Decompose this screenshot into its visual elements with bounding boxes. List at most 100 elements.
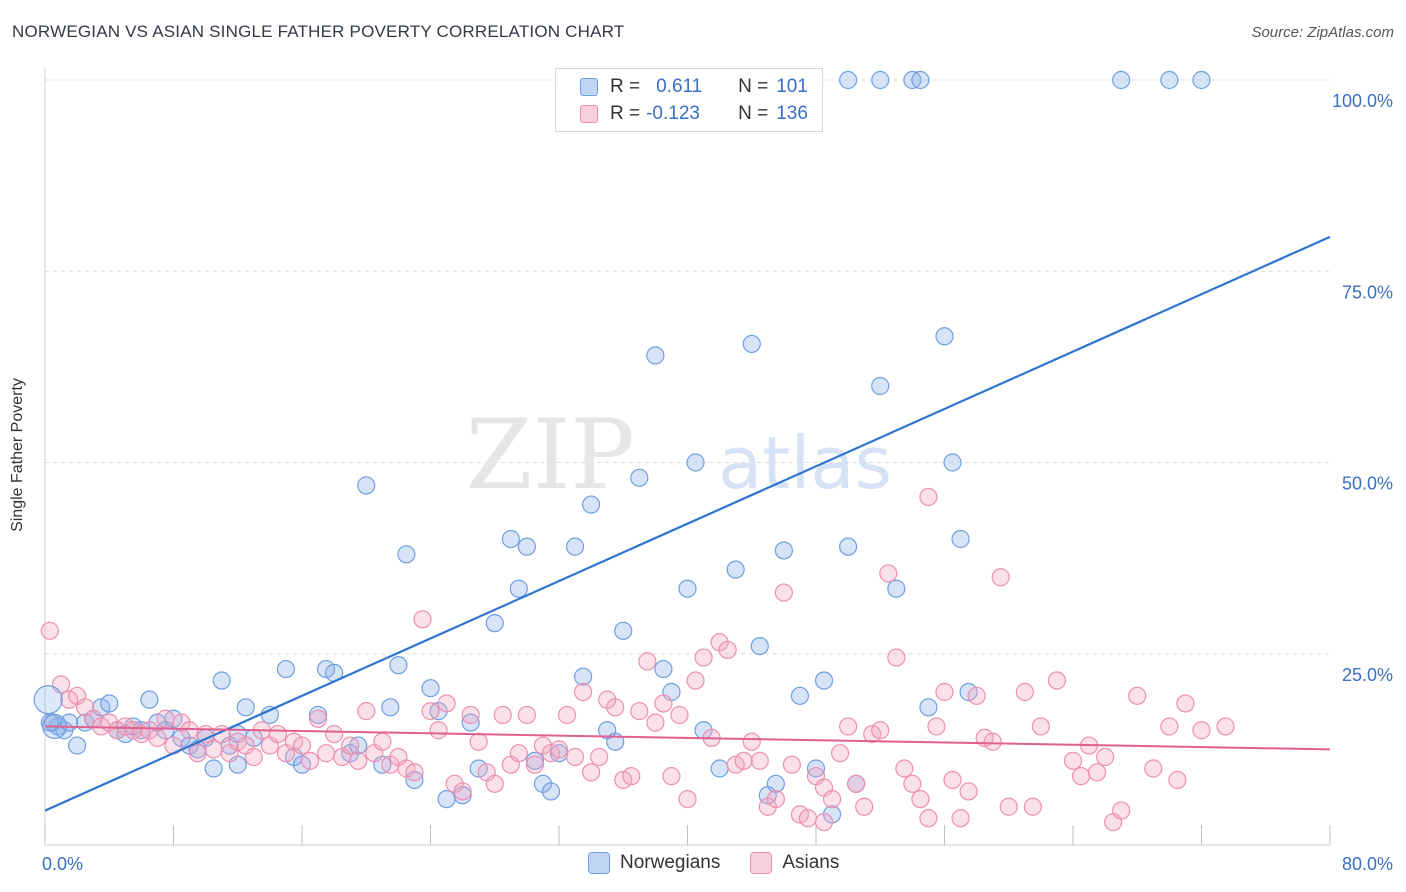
point-asians (814, 812, 834, 832)
correlation-legend: R = 0.611 N = 101 R = -0.123 N = 136 (555, 68, 823, 132)
legend-swatch-asians (580, 105, 598, 123)
point-norwegians (437, 789, 456, 809)
legend-r-value: -0.123 (646, 103, 700, 124)
point-norwegians (806, 759, 826, 778)
point-norwegians (212, 671, 231, 690)
trend-line-norwegians (44, 235, 1331, 812)
point-asians (871, 721, 890, 740)
point-norwegians (935, 327, 954, 346)
point-norwegians (614, 621, 633, 640)
point-asians (180, 721, 199, 740)
point-asians (1176, 694, 1195, 713)
point-asians (244, 747, 263, 767)
point-norwegians (742, 334, 761, 354)
point-norwegians (871, 376, 890, 396)
y-tick-label: 25.0% (1342, 665, 1393, 685)
point-norwegians (911, 70, 930, 90)
point-norwegians (1192, 70, 1211, 90)
point-asians (839, 717, 858, 736)
point-asians (557, 705, 577, 725)
legend-n-value: 136 (776, 103, 808, 124)
point-asians (606, 698, 625, 717)
point-norwegians (276, 659, 296, 679)
point-asians (1063, 751, 1083, 770)
point-asians (830, 744, 850, 763)
point-asians (774, 583, 793, 602)
point-norwegians (236, 698, 255, 717)
point-asians (469, 732, 488, 751)
point-asians (582, 763, 601, 782)
point-asians (895, 759, 914, 778)
point-asians (1128, 686, 1147, 705)
point-asians (1160, 717, 1179, 736)
point-asians (300, 751, 320, 770)
point-norwegians (100, 694, 119, 713)
point-asians (509, 744, 528, 763)
point-asians (654, 694, 673, 713)
point-asians (1144, 759, 1163, 778)
point-asians (1087, 763, 1107, 782)
point-asians (517, 705, 536, 725)
legend-r-label: R = (610, 103, 641, 124)
point-asians (959, 782, 978, 801)
point-norwegians (887, 579, 906, 598)
point-norwegians (573, 667, 593, 686)
point-norwegians (501, 529, 520, 549)
point-norwegians (33, 685, 63, 715)
point-asians (782, 755, 802, 774)
point-asians (847, 774, 866, 793)
point-asians (766, 789, 785, 809)
point-norwegians (389, 656, 408, 675)
point-norwegians (710, 759, 729, 778)
point-asians (734, 751, 753, 770)
point-asians (1168, 770, 1187, 790)
point-asians (341, 736, 360, 755)
point-asians (943, 770, 962, 790)
point-asians (798, 809, 818, 828)
point-asians (204, 740, 223, 759)
x-tick-label-min: 0.0% (42, 854, 83, 874)
legend-row-asians: R = -0.123 N = 136 (580, 102, 808, 126)
point-norwegians (357, 476, 376, 495)
point-norwegians (943, 453, 962, 472)
point-asians (485, 774, 504, 793)
watermark: ZIP atlas (466, 399, 892, 511)
source-label: Source: ZipAtlas.com (1251, 24, 1394, 41)
point-norwegians (204, 759, 223, 778)
point-norwegians (766, 774, 785, 793)
point-asians (983, 732, 1002, 751)
legend-r-value: 0.611 (656, 76, 703, 97)
grid-lines (45, 79, 1330, 655)
point-asians (461, 705, 480, 725)
point-asians (1031, 717, 1050, 736)
point-asians (429, 721, 448, 740)
point-asians (622, 767, 641, 786)
point-norwegians (839, 70, 858, 90)
y-tick-label: 100.0% (1332, 91, 1393, 111)
point-norwegians (1112, 70, 1131, 90)
point-asians (437, 694, 456, 713)
point-asians (855, 797, 874, 816)
point-asians (919, 487, 938, 507)
point-asians (1112, 801, 1131, 820)
point-asians (1047, 671, 1067, 690)
legend-n-value: 101 (776, 76, 808, 97)
point-norwegians (951, 529, 970, 549)
point-norwegians (814, 671, 834, 690)
legend-item-asians: Asians (750, 852, 839, 874)
point-norwegians (421, 679, 440, 698)
point-norwegians (140, 690, 159, 709)
point-asians (638, 652, 657, 671)
point-norwegians (1160, 70, 1179, 90)
point-asians (822, 789, 842, 809)
point-asians (750, 751, 769, 770)
point-asians (573, 682, 593, 702)
point-asians (565, 747, 585, 767)
data-points (33, 70, 1235, 832)
point-norwegians (68, 736, 87, 755)
legend-row-norwegians: R = 0.611 N = 101 (580, 75, 808, 99)
series-legend: Norwegians Asians (588, 852, 869, 874)
point-norwegians (919, 698, 938, 717)
point-asians (951, 809, 970, 828)
point-norwegians (308, 705, 328, 725)
